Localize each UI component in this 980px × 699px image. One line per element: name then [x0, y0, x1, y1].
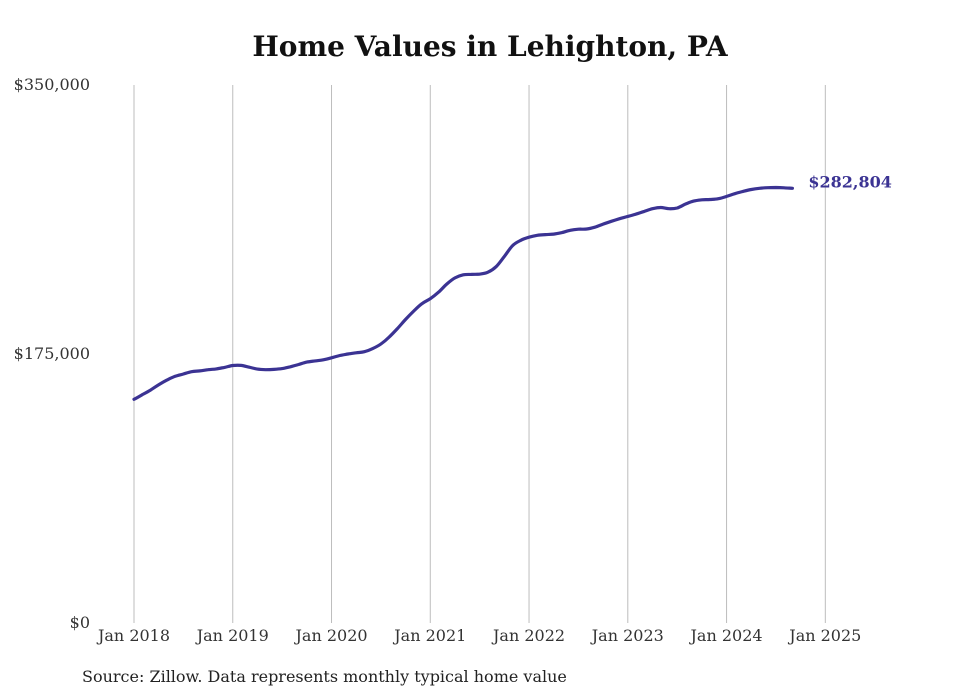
x-tick-label: Jan 2019	[195, 626, 269, 645]
x-tick-label: Jan 2024	[689, 626, 763, 645]
x-tick-label: Jan 2022	[491, 626, 565, 645]
y-tick-label: $0	[70, 613, 90, 632]
home-value-line	[132, 185, 794, 401]
x-tick-label: Jan 2021	[392, 626, 466, 645]
y-tick-label: $175,000	[14, 344, 90, 363]
chart-title: Home Values in Lehighton, PA	[252, 30, 728, 63]
x-tick-label: Jan 2020	[293, 626, 367, 645]
y-tick-label: $350,000	[14, 75, 90, 94]
chart-source-note: Source: Zillow. Data represents monthly …	[82, 667, 567, 686]
end-value-label: $282,804	[808, 172, 892, 191]
x-tick-label: Jan 2025	[787, 626, 861, 645]
x-tick-label: Jan 2023	[590, 626, 664, 645]
x-tick-label: Jan 2018	[96, 626, 170, 645]
